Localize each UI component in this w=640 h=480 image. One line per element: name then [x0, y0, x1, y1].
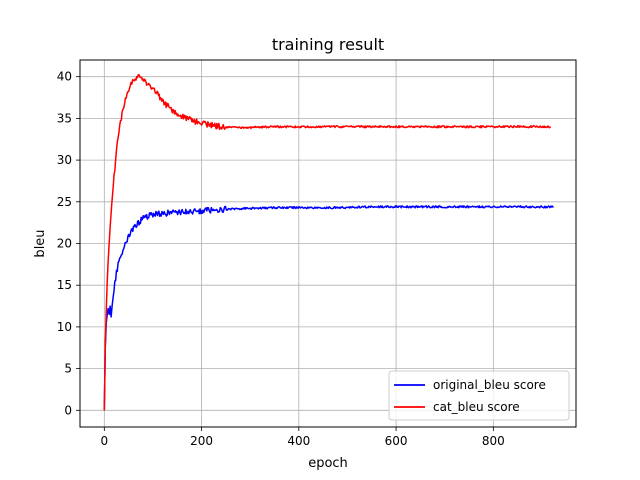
x-tick-label: 200 [190, 434, 213, 448]
y-tick-label: 20 [57, 237, 72, 251]
y-tick-label: 5 [64, 362, 72, 376]
y-tick-label: 0 [64, 403, 72, 417]
legend: original_bleu score cat_bleu score [388, 370, 570, 421]
x-tick-label: 600 [385, 434, 408, 448]
series-line-cat-bleu-score [103, 73, 552, 411]
legend-label-original-bleu: original_bleu score [433, 378, 546, 392]
y-tick-label: 25 [57, 195, 72, 209]
x-tick-label: 0 [100, 434, 108, 448]
y-tick-label: 35 [57, 111, 72, 125]
axis-ticks: 0 200 400 600 800 0 5 10 15 20 25 30 35 40 [57, 70, 505, 448]
x-tick-label: 400 [287, 434, 310, 448]
x-axis-label: epoch [308, 456, 348, 471]
legend-label-cat-bleu: cat_bleu score [433, 400, 520, 414]
y-tick-label: 30 [57, 153, 72, 167]
y-axis-label: bleu [33, 229, 48, 257]
legend-box [388, 370, 570, 421]
y-tick-label: 40 [57, 70, 72, 84]
y-tick-label: 15 [57, 278, 72, 292]
x-tick-label: 800 [482, 434, 505, 448]
y-tick-label: 10 [57, 320, 72, 334]
grid-lines [80, 60, 576, 427]
chart-title: training result [272, 35, 384, 54]
series-line-original-bleu-score [103, 205, 554, 411]
series-lines [103, 73, 554, 411]
